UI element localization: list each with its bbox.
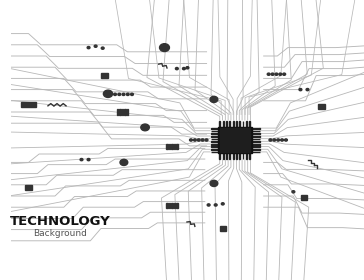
Circle shape [275,73,278,75]
Circle shape [87,158,90,161]
Bar [246,153,247,160]
Bar [25,185,32,190]
Bar [122,109,123,115]
Bar [252,131,260,132]
Bar [226,153,227,160]
Bar [210,141,218,142]
Circle shape [122,93,125,95]
Circle shape [267,73,270,75]
Circle shape [221,203,224,205]
Bar [226,121,227,127]
Circle shape [193,139,196,141]
Bar [221,129,250,152]
Bar [119,109,120,115]
Circle shape [285,139,287,141]
Circle shape [190,139,193,141]
Circle shape [114,93,116,95]
Circle shape [269,139,272,141]
Bar [236,121,237,127]
Circle shape [101,47,104,49]
Bar [252,141,260,142]
Circle shape [273,139,276,141]
Bar [117,109,118,115]
Bar [171,144,173,149]
Circle shape [120,159,128,165]
Circle shape [299,88,302,91]
Bar [219,153,220,160]
Bar [236,153,237,160]
Bar [239,153,240,160]
Circle shape [306,88,309,91]
Bar [127,109,128,115]
Circle shape [118,93,121,95]
Circle shape [271,73,274,75]
Circle shape [159,44,169,52]
Bar [252,133,260,134]
Bar [218,127,252,153]
Bar [166,144,167,149]
Bar [318,104,325,109]
Bar [219,226,226,231]
Bar [301,195,307,200]
Bar [171,203,173,208]
Bar [124,109,126,115]
Bar [233,121,234,127]
Bar [210,146,218,147]
Text: TECHNOLOGY: TECHNOLOGY [10,215,111,228]
Bar [169,144,170,149]
Circle shape [80,158,83,161]
Bar [242,153,244,160]
Circle shape [87,46,90,49]
Bar [210,149,218,150]
Bar [176,144,178,149]
Circle shape [94,45,97,47]
Circle shape [175,67,178,70]
Bar [219,121,220,127]
Circle shape [292,191,295,193]
Circle shape [201,139,204,141]
Bar [210,152,218,153]
Bar [174,203,175,208]
Text: Background: Background [33,229,87,238]
Circle shape [214,204,217,206]
Circle shape [186,67,189,69]
Bar [242,121,244,127]
Bar [169,203,170,208]
Bar [249,121,250,127]
Bar [210,131,218,132]
Circle shape [283,73,286,75]
Circle shape [210,96,218,102]
Bar [210,136,218,137]
Bar [239,121,240,127]
Bar [174,144,175,149]
Bar [176,203,178,208]
Bar [252,128,260,129]
Bar [21,102,36,107]
Circle shape [197,139,200,141]
Circle shape [126,93,129,95]
Bar [252,152,260,153]
Bar [233,153,234,160]
Circle shape [182,67,185,70]
Bar [249,153,250,160]
Bar [252,149,260,150]
Bar [252,136,260,137]
Bar [101,73,108,78]
Bar [166,203,167,208]
Circle shape [131,93,134,95]
Bar [229,121,230,127]
Circle shape [205,139,208,141]
Bar [210,133,218,134]
Circle shape [277,139,280,141]
Bar [229,153,230,160]
Bar [252,146,260,147]
Circle shape [210,180,218,186]
Circle shape [207,204,210,206]
Bar [246,121,247,127]
Circle shape [279,73,282,75]
Circle shape [103,90,112,97]
Circle shape [281,139,284,141]
Bar [210,128,218,129]
Circle shape [141,124,149,131]
